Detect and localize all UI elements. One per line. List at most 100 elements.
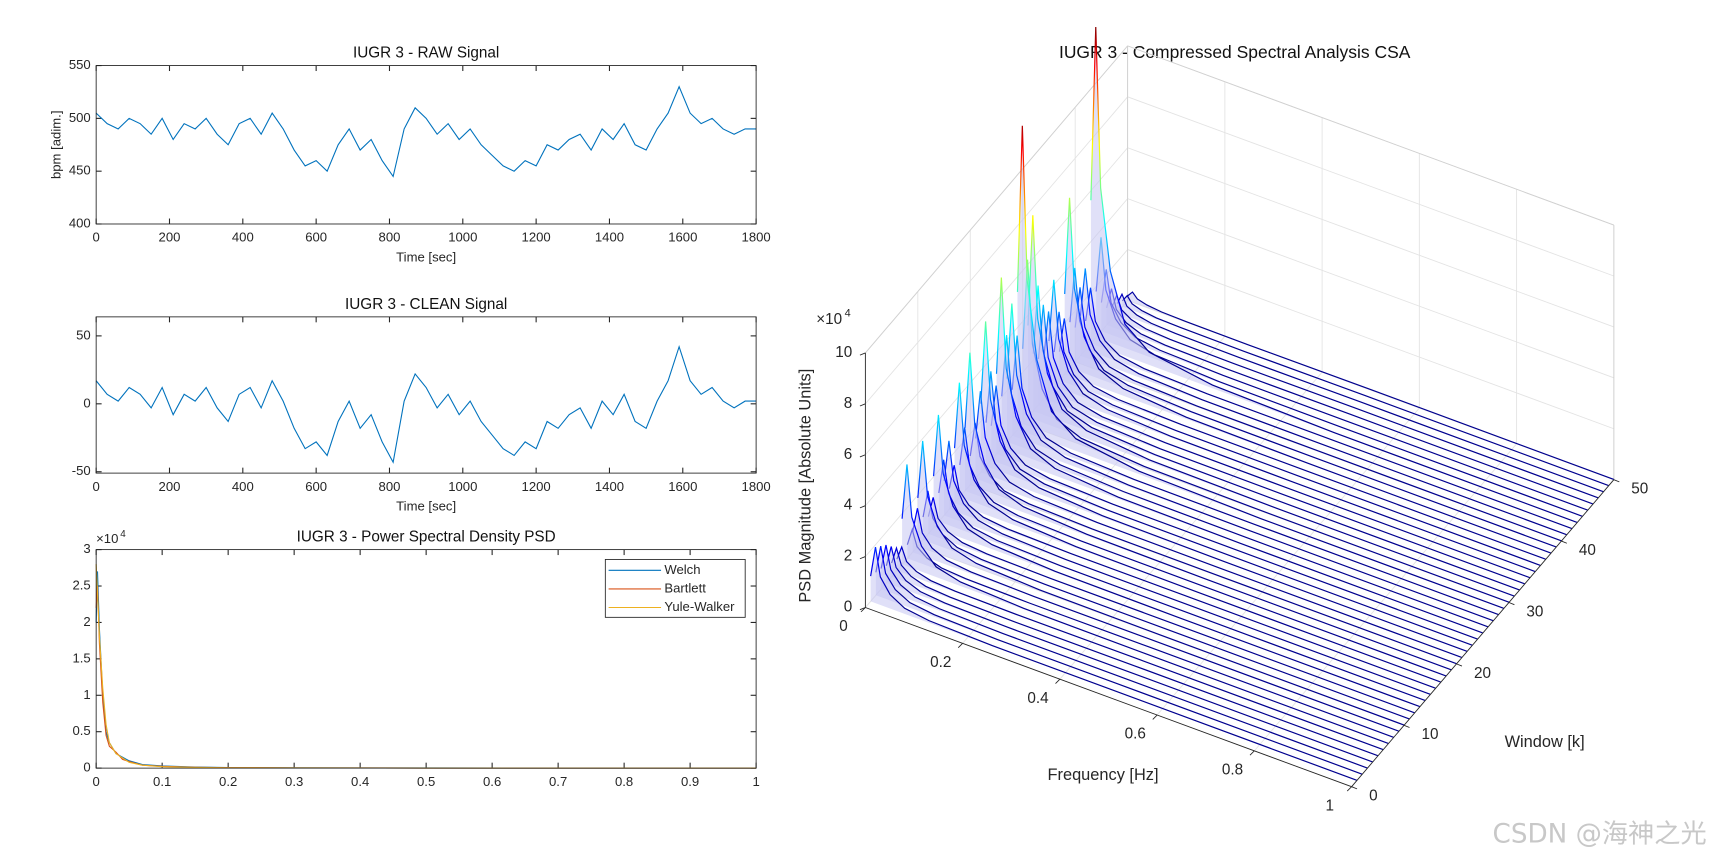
- y-tick-label: 0.5: [72, 723, 90, 738]
- waterfall-line: [1001, 335, 1489, 628]
- z-multiplier-power: 4: [845, 307, 851, 319]
- y-tick-label: 0: [1369, 788, 1378, 805]
- watermark: CSDN @海神之光: [1493, 819, 1707, 849]
- waterfall-line: [1079, 268, 1567, 536]
- y-tick-label: 400: [69, 215, 91, 230]
- y-tick-label: 1: [83, 687, 90, 702]
- x-tick-label: 1: [1326, 797, 1334, 814]
- chart-title: IUGR 3 - Power Spectral Density PSD: [297, 529, 556, 546]
- grid-line: [865, 198, 1128, 506]
- z-tick: [859, 505, 866, 509]
- waterfall-line: [1058, 318, 1546, 560]
- waterfall-line: [917, 440, 1405, 726]
- plot-area: [96, 316, 757, 474]
- plot-frame: [95, 65, 757, 225]
- waterfall-line: [1085, 287, 1573, 530]
- waterfall-line: [995, 277, 1483, 634]
- box-edge: [865, 45, 1128, 354]
- x-tick-label: 0: [839, 618, 848, 635]
- y-axis-label: Window [k]: [1505, 733, 1585, 751]
- legend-label: Welch: [664, 562, 700, 577]
- grid-line: [962, 336, 1226, 644]
- waterfall-line: [870, 547, 1358, 781]
- x-tick-label: 600: [305, 479, 327, 494]
- waterfall-line: [980, 321, 1468, 652]
- z-tick: [859, 403, 866, 407]
- waterfall-line: [1074, 287, 1562, 542]
- waterfall-line: [1121, 294, 1609, 487]
- x-tick-label: 0.5: [417, 774, 435, 789]
- x-tick-label: 1200: [522, 230, 551, 245]
- x-tick-label: 0.8: [615, 774, 633, 789]
- x-tick-label: 800: [379, 479, 401, 494]
- x-tick: [957, 643, 963, 649]
- y-tick-label: 10: [1422, 726, 1439, 743]
- x-tick: [1346, 786, 1352, 792]
- grid-line: [1127, 96, 1614, 277]
- x-tick-label: 1800: [742, 479, 771, 494]
- y-tick-label: 20: [1474, 665, 1491, 682]
- y-tick: [1456, 663, 1463, 667]
- waterfall-line: [1048, 279, 1536, 573]
- waterfall-line: [948, 465, 1436, 689]
- waterfall-face: [1127, 292, 1614, 480]
- waterfall-line: [1016, 125, 1504, 609]
- waterfall-line: [1032, 285, 1520, 591]
- x-tick-label: 0.7: [549, 774, 567, 789]
- z-axis-label: PSD Magnitude [Absolute Units]: [797, 369, 815, 603]
- waterfall-line: [885, 546, 1373, 763]
- waterfall-line: [891, 545, 1379, 757]
- grid-line: [1127, 198, 1614, 379]
- waterfall-line: [1037, 304, 1525, 585]
- x-tick-label: 0: [93, 479, 100, 494]
- z-tick-label: 0: [844, 599, 852, 616]
- grid-line: [1127, 147, 1614, 328]
- x-tick-label: 1000: [448, 230, 477, 245]
- x-tick-label: 0.4: [1027, 690, 1049, 707]
- x-tick-label: 0.3: [285, 774, 303, 789]
- waterfall-face: [1122, 295, 1609, 486]
- x-tick-label: 1: [752, 774, 759, 789]
- x-tick-label: 600: [305, 230, 327, 245]
- y-tick-label: 50: [1631, 481, 1648, 498]
- grid-line: [1127, 249, 1614, 430]
- x-tick-label: 400: [232, 479, 254, 494]
- z-tick-label: 6: [844, 446, 852, 463]
- y-multiplier: ×10: [96, 531, 118, 546]
- waterfall-line: [985, 371, 1473, 646]
- y-tick-label: 550: [69, 57, 91, 72]
- chart-title: IUGR 3 - CLEAN Signal: [345, 296, 507, 313]
- z-tick: [859, 352, 866, 356]
- waterfall-line: [1127, 291, 1615, 480]
- y-tick: [1561, 540, 1568, 544]
- waterfall-line: [964, 352, 1452, 671]
- x-tick-label: 0.6: [483, 774, 501, 789]
- waterfall-line: [1043, 311, 1531, 579]
- x-tick-label: 1600: [668, 479, 697, 494]
- waterfall-line: [1090, 27, 1578, 523]
- x-tick-label: 0.4: [351, 774, 369, 789]
- x-tick: [1055, 678, 1061, 684]
- waterfall-line: [990, 385, 1478, 640]
- waterfall-line: [943, 440, 1431, 695]
- x-tick: [1249, 750, 1255, 756]
- y-tick-label: 3: [83, 541, 90, 556]
- z-tick: [859, 607, 866, 611]
- x-tick-label: 200: [159, 230, 181, 245]
- legend-label: Yule-Walker: [664, 599, 735, 614]
- box-edge: [1127, 45, 1614, 226]
- grid-line: [865, 147, 1128, 456]
- waterfall-line: [959, 427, 1447, 677]
- y-tick-label: 0: [83, 395, 90, 410]
- x-tick-label: 400: [232, 230, 254, 245]
- waterfall-line: [1053, 311, 1541, 566]
- x-tick-label: 1400: [595, 230, 624, 245]
- waterfall-line: [1027, 215, 1515, 597]
- x-axis-label: Time [sec]: [396, 249, 456, 264]
- waterfall-line: [927, 497, 1415, 714]
- y-axis: [1351, 479, 1615, 787]
- waterfall-line: [1064, 197, 1552, 554]
- waterfall-line: [938, 459, 1426, 702]
- x-tick-label: 0: [93, 230, 100, 245]
